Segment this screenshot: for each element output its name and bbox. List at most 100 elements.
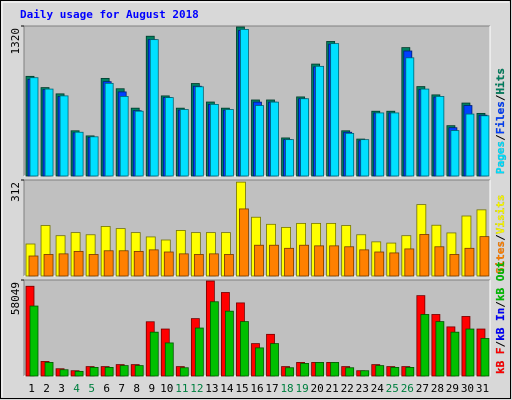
bar xyxy=(435,96,445,177)
bar xyxy=(89,367,99,377)
bar xyxy=(88,254,99,277)
bar xyxy=(389,252,400,277)
x-tick-label: 23 xyxy=(356,382,369,395)
bar xyxy=(329,245,340,277)
x-tick-label: 5 xyxy=(88,382,95,395)
legend-separator: / xyxy=(494,134,507,141)
legend-separator: / xyxy=(494,341,507,348)
x-tick-label: 21 xyxy=(326,382,339,395)
bar xyxy=(449,254,460,277)
bar xyxy=(420,314,430,377)
bar xyxy=(74,131,84,177)
bar xyxy=(133,250,144,277)
bar xyxy=(240,321,249,377)
bar xyxy=(374,251,385,277)
bar xyxy=(375,112,385,177)
x-tick-label: 26 xyxy=(401,382,414,395)
x-tick-label: 22 xyxy=(341,382,354,395)
legend-entry: Files xyxy=(494,101,507,134)
legend-entry: Sites xyxy=(494,241,507,274)
bar xyxy=(450,130,460,177)
bar xyxy=(434,246,445,277)
x-tick-label: 17 xyxy=(265,382,278,395)
bar xyxy=(225,310,234,377)
chart-title: Daily usage for August 2018 xyxy=(20,8,199,21)
bar xyxy=(480,338,490,377)
legend-entry: Pages xyxy=(494,141,507,174)
bar xyxy=(43,254,54,277)
bar xyxy=(405,57,415,177)
bar xyxy=(164,342,174,377)
bar xyxy=(359,249,370,277)
bar xyxy=(284,247,294,277)
x-tick-label: 12 xyxy=(190,382,203,395)
x-tick-label: 31 xyxy=(476,382,489,395)
y-tick-label: 58049 xyxy=(9,282,22,315)
x-tick-label: 2 xyxy=(43,382,50,395)
bar xyxy=(479,236,490,277)
bar xyxy=(450,331,460,377)
bar xyxy=(315,362,325,377)
x-tick-label: 15 xyxy=(235,382,248,395)
x-tick-label: 27 xyxy=(416,382,429,395)
bar xyxy=(390,112,400,177)
bar xyxy=(59,369,69,377)
legend-separator: / xyxy=(494,301,507,308)
bar xyxy=(118,250,129,277)
bar xyxy=(73,250,84,277)
bar xyxy=(209,301,219,377)
bar xyxy=(103,250,114,277)
bar xyxy=(164,97,174,177)
bar xyxy=(314,245,325,277)
legend: kB F/kB In/kB Out xyxy=(494,261,507,374)
bar xyxy=(208,253,219,277)
legend: Sites/Visits xyxy=(494,195,507,275)
bar xyxy=(465,328,475,377)
bar xyxy=(104,82,114,177)
bar xyxy=(285,139,294,177)
bar xyxy=(375,365,385,377)
bar xyxy=(104,367,114,377)
bar xyxy=(255,105,264,177)
bar xyxy=(330,43,340,177)
bar xyxy=(59,95,69,177)
bar xyxy=(330,362,340,377)
bar xyxy=(134,110,144,177)
bar xyxy=(178,253,189,277)
legend: Pages/Files/Hits xyxy=(494,68,507,174)
x-tick-label: 14 xyxy=(220,382,234,395)
y-tick-label: 312 xyxy=(9,182,22,202)
bar xyxy=(254,244,264,277)
bar xyxy=(270,101,279,177)
x-tick-label: 29 xyxy=(446,382,459,395)
bar xyxy=(44,88,54,177)
x-tick-label: 11 xyxy=(175,382,188,395)
legend-entry: Visits xyxy=(494,195,507,235)
x-tick-label: 7 xyxy=(118,382,125,395)
x-tick-label: 28 xyxy=(431,382,444,395)
x-tick-label: 18 xyxy=(280,382,293,395)
bar xyxy=(209,104,219,177)
bar xyxy=(420,88,430,177)
x-tick-label: 6 xyxy=(103,382,110,395)
bar xyxy=(299,244,309,277)
bar xyxy=(300,363,309,377)
bar xyxy=(405,367,415,377)
bar xyxy=(28,255,39,277)
bar xyxy=(163,251,174,277)
legend-separator: / xyxy=(494,234,507,241)
bar xyxy=(74,370,84,377)
bar xyxy=(225,109,234,177)
bar xyxy=(270,343,279,377)
bar xyxy=(344,246,355,277)
x-tick-label: 20 xyxy=(311,382,324,395)
bar xyxy=(390,367,400,377)
x-tick-label: 4 xyxy=(73,382,80,395)
bar xyxy=(465,113,475,177)
bar xyxy=(419,234,430,277)
bar xyxy=(285,367,294,377)
legend-separator: / xyxy=(494,94,507,101)
